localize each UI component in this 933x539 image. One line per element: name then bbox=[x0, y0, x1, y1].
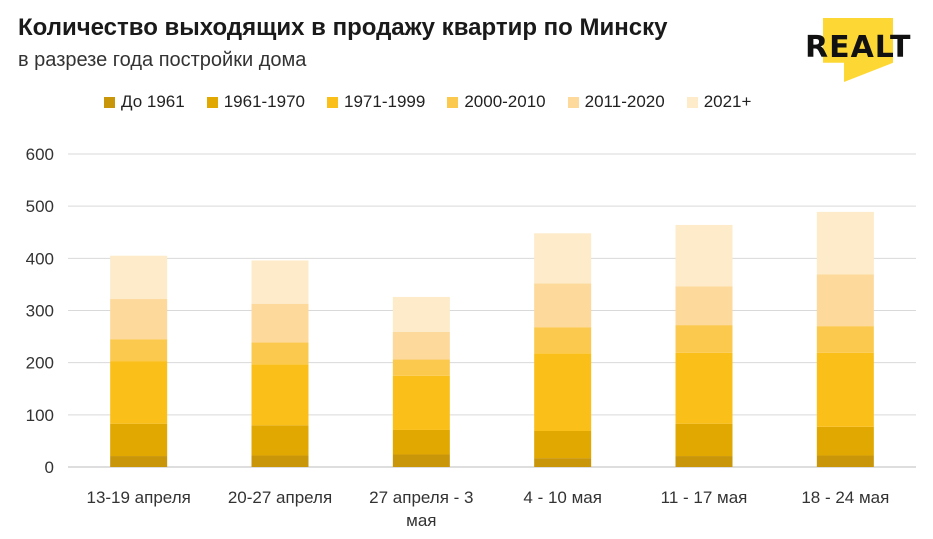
y-tick-label: 600 bbox=[26, 145, 54, 164]
bar-segment bbox=[816, 426, 874, 456]
y-tick-label: 200 bbox=[26, 354, 54, 373]
bar-segment bbox=[675, 456, 733, 467]
logo-text: REALT bbox=[805, 30, 912, 65]
bar-segment bbox=[392, 331, 450, 360]
bar-segment bbox=[392, 296, 450, 332]
y-tick-label: 500 bbox=[26, 197, 54, 216]
legend-label: 2021+ bbox=[703, 92, 752, 111]
bar-segment bbox=[251, 425, 309, 456]
legend-label: 1961-1970 bbox=[223, 92, 306, 111]
bar-segment bbox=[251, 342, 309, 365]
x-tick-label: 27 апреля - 3 bbox=[369, 488, 473, 507]
bar-segment bbox=[816, 352, 874, 427]
bar-segment bbox=[816, 211, 874, 275]
bar-segment bbox=[534, 458, 592, 467]
legend-swatch bbox=[327, 96, 339, 108]
bar-segment bbox=[251, 364, 309, 426]
chart-subtitle: в разрезе года постройки дома bbox=[18, 49, 307, 71]
y-tick-label: 0 bbox=[45, 458, 54, 477]
legend-label: 2000-2010 bbox=[464, 92, 546, 111]
bar-segment bbox=[816, 326, 874, 353]
bar-segment bbox=[110, 255, 168, 300]
x-tick-label: 13-19 апреля bbox=[86, 488, 190, 507]
y-tick-label: 100 bbox=[26, 406, 54, 425]
bar-segment bbox=[110, 423, 168, 457]
x-tick-label: мая bbox=[406, 511, 436, 530]
x-tick-label: 11 - 17 мая bbox=[661, 488, 748, 507]
legend-swatch bbox=[447, 96, 459, 108]
bar-segment bbox=[675, 224, 733, 287]
legend-label: 2011-2020 bbox=[584, 92, 665, 111]
bar-segment bbox=[816, 274, 874, 327]
bar-segment bbox=[675, 286, 733, 326]
bar-segment bbox=[675, 325, 733, 353]
y-tick-label: 400 bbox=[26, 249, 54, 268]
legend-swatch bbox=[686, 96, 698, 108]
bar-segment bbox=[816, 455, 874, 467]
bar-segment bbox=[251, 455, 309, 467]
legend-swatch bbox=[567, 96, 579, 108]
bar-segment bbox=[392, 454, 450, 467]
bar-segment bbox=[675, 423, 733, 457]
legend: До 1961 1961-1970 1971-1999 2000-2010 2011-2… bbox=[104, 90, 773, 114]
bar-segment bbox=[110, 361, 168, 424]
x-tick-label: 20-27 апреля bbox=[228, 488, 332, 507]
legend-item-4: 2011-2020 bbox=[567, 92, 665, 112]
bar-segment bbox=[534, 353, 592, 432]
legend-item-2: 1971-1999 bbox=[327, 92, 425, 112]
legend-item-3: 2000-2010 bbox=[447, 92, 546, 112]
legend-item-0: До 1961 bbox=[104, 92, 185, 112]
bar-segment bbox=[534, 233, 592, 284]
x-tick-label: 4 - 10 мая bbox=[523, 488, 602, 507]
legend-item-1: 1961-1970 bbox=[206, 92, 306, 112]
bar-segment bbox=[251, 260, 309, 304]
x-tick-label: 18 - 24 мая bbox=[801, 488, 889, 507]
bar-segment bbox=[110, 456, 168, 467]
legend-item-5: 2021+ bbox=[686, 92, 752, 112]
legend-label: 1971-1999 bbox=[344, 92, 426, 111]
y-tick-label: 300 bbox=[26, 302, 54, 321]
bar-segment bbox=[392, 429, 450, 455]
bar-segment bbox=[534, 283, 592, 328]
bar-segment bbox=[534, 431, 592, 459]
realt-logo: REALT bbox=[805, 18, 917, 82]
bar-segment bbox=[110, 299, 168, 340]
bar-segment bbox=[110, 339, 168, 362]
bar-segment bbox=[251, 303, 309, 343]
bar-segment bbox=[675, 352, 733, 424]
chart-title: Количество выходящих в продажу квартир п… bbox=[18, 14, 668, 41]
bar-segment bbox=[534, 327, 592, 354]
legend-swatch bbox=[206, 96, 218, 108]
legend-label: До 1961 bbox=[121, 92, 185, 111]
bar-segment bbox=[392, 359, 450, 376]
bar-segment bbox=[392, 375, 450, 430]
legend-swatch bbox=[104, 96, 115, 108]
